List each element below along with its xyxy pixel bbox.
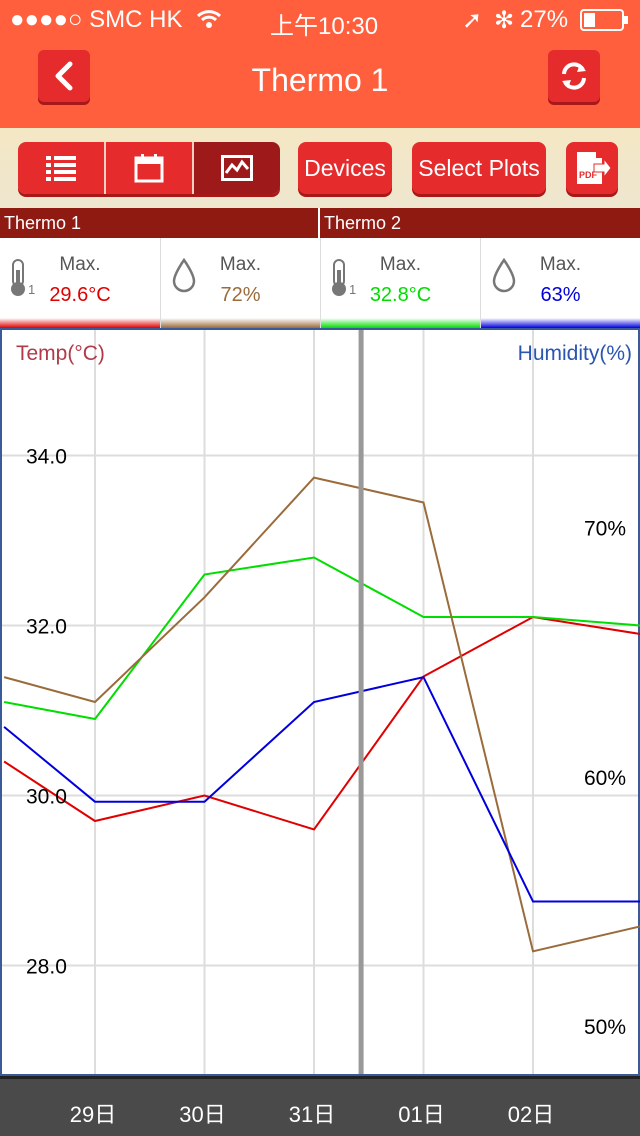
y2-tick-label: 70% — [584, 517, 626, 540]
series-line-2 — [3, 556, 640, 721]
series-line-4 — [3, 675, 640, 903]
x-tick-label: 30日 — [179, 1102, 226, 1127]
back-button[interactable] — [38, 50, 90, 102]
y-tick-label: 34.0 — [26, 446, 67, 469]
series-color-bar — [321, 318, 480, 328]
series-color-bar — [0, 318, 160, 328]
list-view-button[interactable] — [18, 142, 106, 194]
thermo-1-humidity-cell[interactable]: Max. 72% — [161, 238, 321, 328]
list-icon — [46, 156, 76, 181]
thermo-2-humidity-cell[interactable]: Max. 63% — [481, 238, 640, 328]
title-bar: Thermo 1 — [0, 40, 640, 128]
x-tick-label: 01日 — [398, 1102, 445, 1127]
calendar-icon — [134, 154, 164, 183]
chart-cursor-line[interactable] — [358, 330, 364, 1074]
chart-view-button[interactable] — [194, 142, 280, 194]
location-icon: ➚ — [462, 7, 483, 34]
humidity-max-label: Max. — [539, 254, 582, 275]
devices-button[interactable]: Devices — [298, 142, 392, 194]
y2-tick-label: 60% — [584, 767, 626, 790]
series-color-bar — [481, 318, 640, 328]
thermo-2-temp-cell[interactable]: 1 Max. 32.8°C — [321, 238, 481, 328]
humidity-max-label: Max. — [219, 254, 262, 275]
refresh-button[interactable] — [548, 50, 600, 102]
right-axis-title: Humidity(%) — [518, 342, 632, 365]
battery-percent: 27% — [520, 6, 569, 33]
x-axis-bar: 29日 30日 31日 01日 02日 — [0, 1076, 640, 1136]
chart-icon — [221, 155, 253, 181]
status-bar: ●●●●○ SMC HK 上午10:30 ➚ ✻ 27% — [0, 0, 640, 40]
wifi-icon — [196, 8, 222, 36]
sensor-index: 1 — [349, 282, 356, 297]
temp-max-value: 32.8°C — [369, 284, 432, 306]
pdf-export-icon: PDF — [577, 152, 612, 184]
chart-area[interactable]: Temp(°C) Humidity(%) 34.0 32.0 30.0 28.0 70… — [0, 328, 640, 1076]
chart-frame — [0, 328, 640, 1076]
series-line-3 — [3, 476, 640, 953]
temp-max-label: Max. — [59, 254, 101, 275]
pdf-label: PDF — [579, 170, 598, 180]
bluetooth-icon: ✻ — [494, 7, 515, 34]
x-tick-label: 29日 — [69, 1102, 117, 1127]
calendar-view-button[interactable] — [106, 142, 194, 194]
battery-icon — [580, 9, 630, 38]
carrier-label: ●●●●○ SMC HK — [10, 6, 183, 33]
y2-tick-label: 50% — [584, 1016, 626, 1039]
thermometer-icon: 1 — [329, 258, 359, 303]
y-tick-label: 28.0 — [26, 956, 67, 979]
temp-max-label: Max. — [379, 254, 422, 275]
thermometer-icon: 1 — [8, 258, 38, 303]
humidity-max-value: 72% — [220, 284, 261, 306]
page-title: Thermo 1 — [251, 62, 389, 98]
pdf-export-button[interactable]: PDF — [566, 142, 618, 194]
y-tick-label: 30.0 — [26, 786, 67, 809]
temp-max-value: 29.6°C — [49, 284, 111, 306]
clock: 上午10:30 — [270, 13, 379, 40]
sensor-index: 1 — [28, 282, 35, 297]
device-header-thermo-2: Thermo 2 — [320, 208, 640, 238]
series-color-bar — [161, 318, 320, 328]
toolbar: Devices Select Plots PDF — [0, 128, 640, 208]
x-tick-label: 02日 — [507, 1102, 555, 1127]
select-plots-button[interactable]: Select Plots — [412, 142, 546, 194]
refresh-icon — [562, 62, 586, 90]
x-tick-label: 31日 — [288, 1102, 336, 1127]
view-mode-segment — [18, 142, 280, 194]
droplet-icon — [491, 257, 517, 299]
thermo-1-temp-cell[interactable]: 1 Max. 29.6°C — [0, 238, 161, 328]
y-tick-label: 32.0 — [26, 616, 67, 639]
humidity-max-value: 63% — [540, 284, 581, 306]
chevron-left-icon — [55, 61, 73, 91]
left-axis-title: Temp(°C) — [16, 342, 105, 365]
device-header-thermo-1: Thermo 1 — [0, 208, 320, 238]
droplet-icon — [171, 257, 197, 299]
